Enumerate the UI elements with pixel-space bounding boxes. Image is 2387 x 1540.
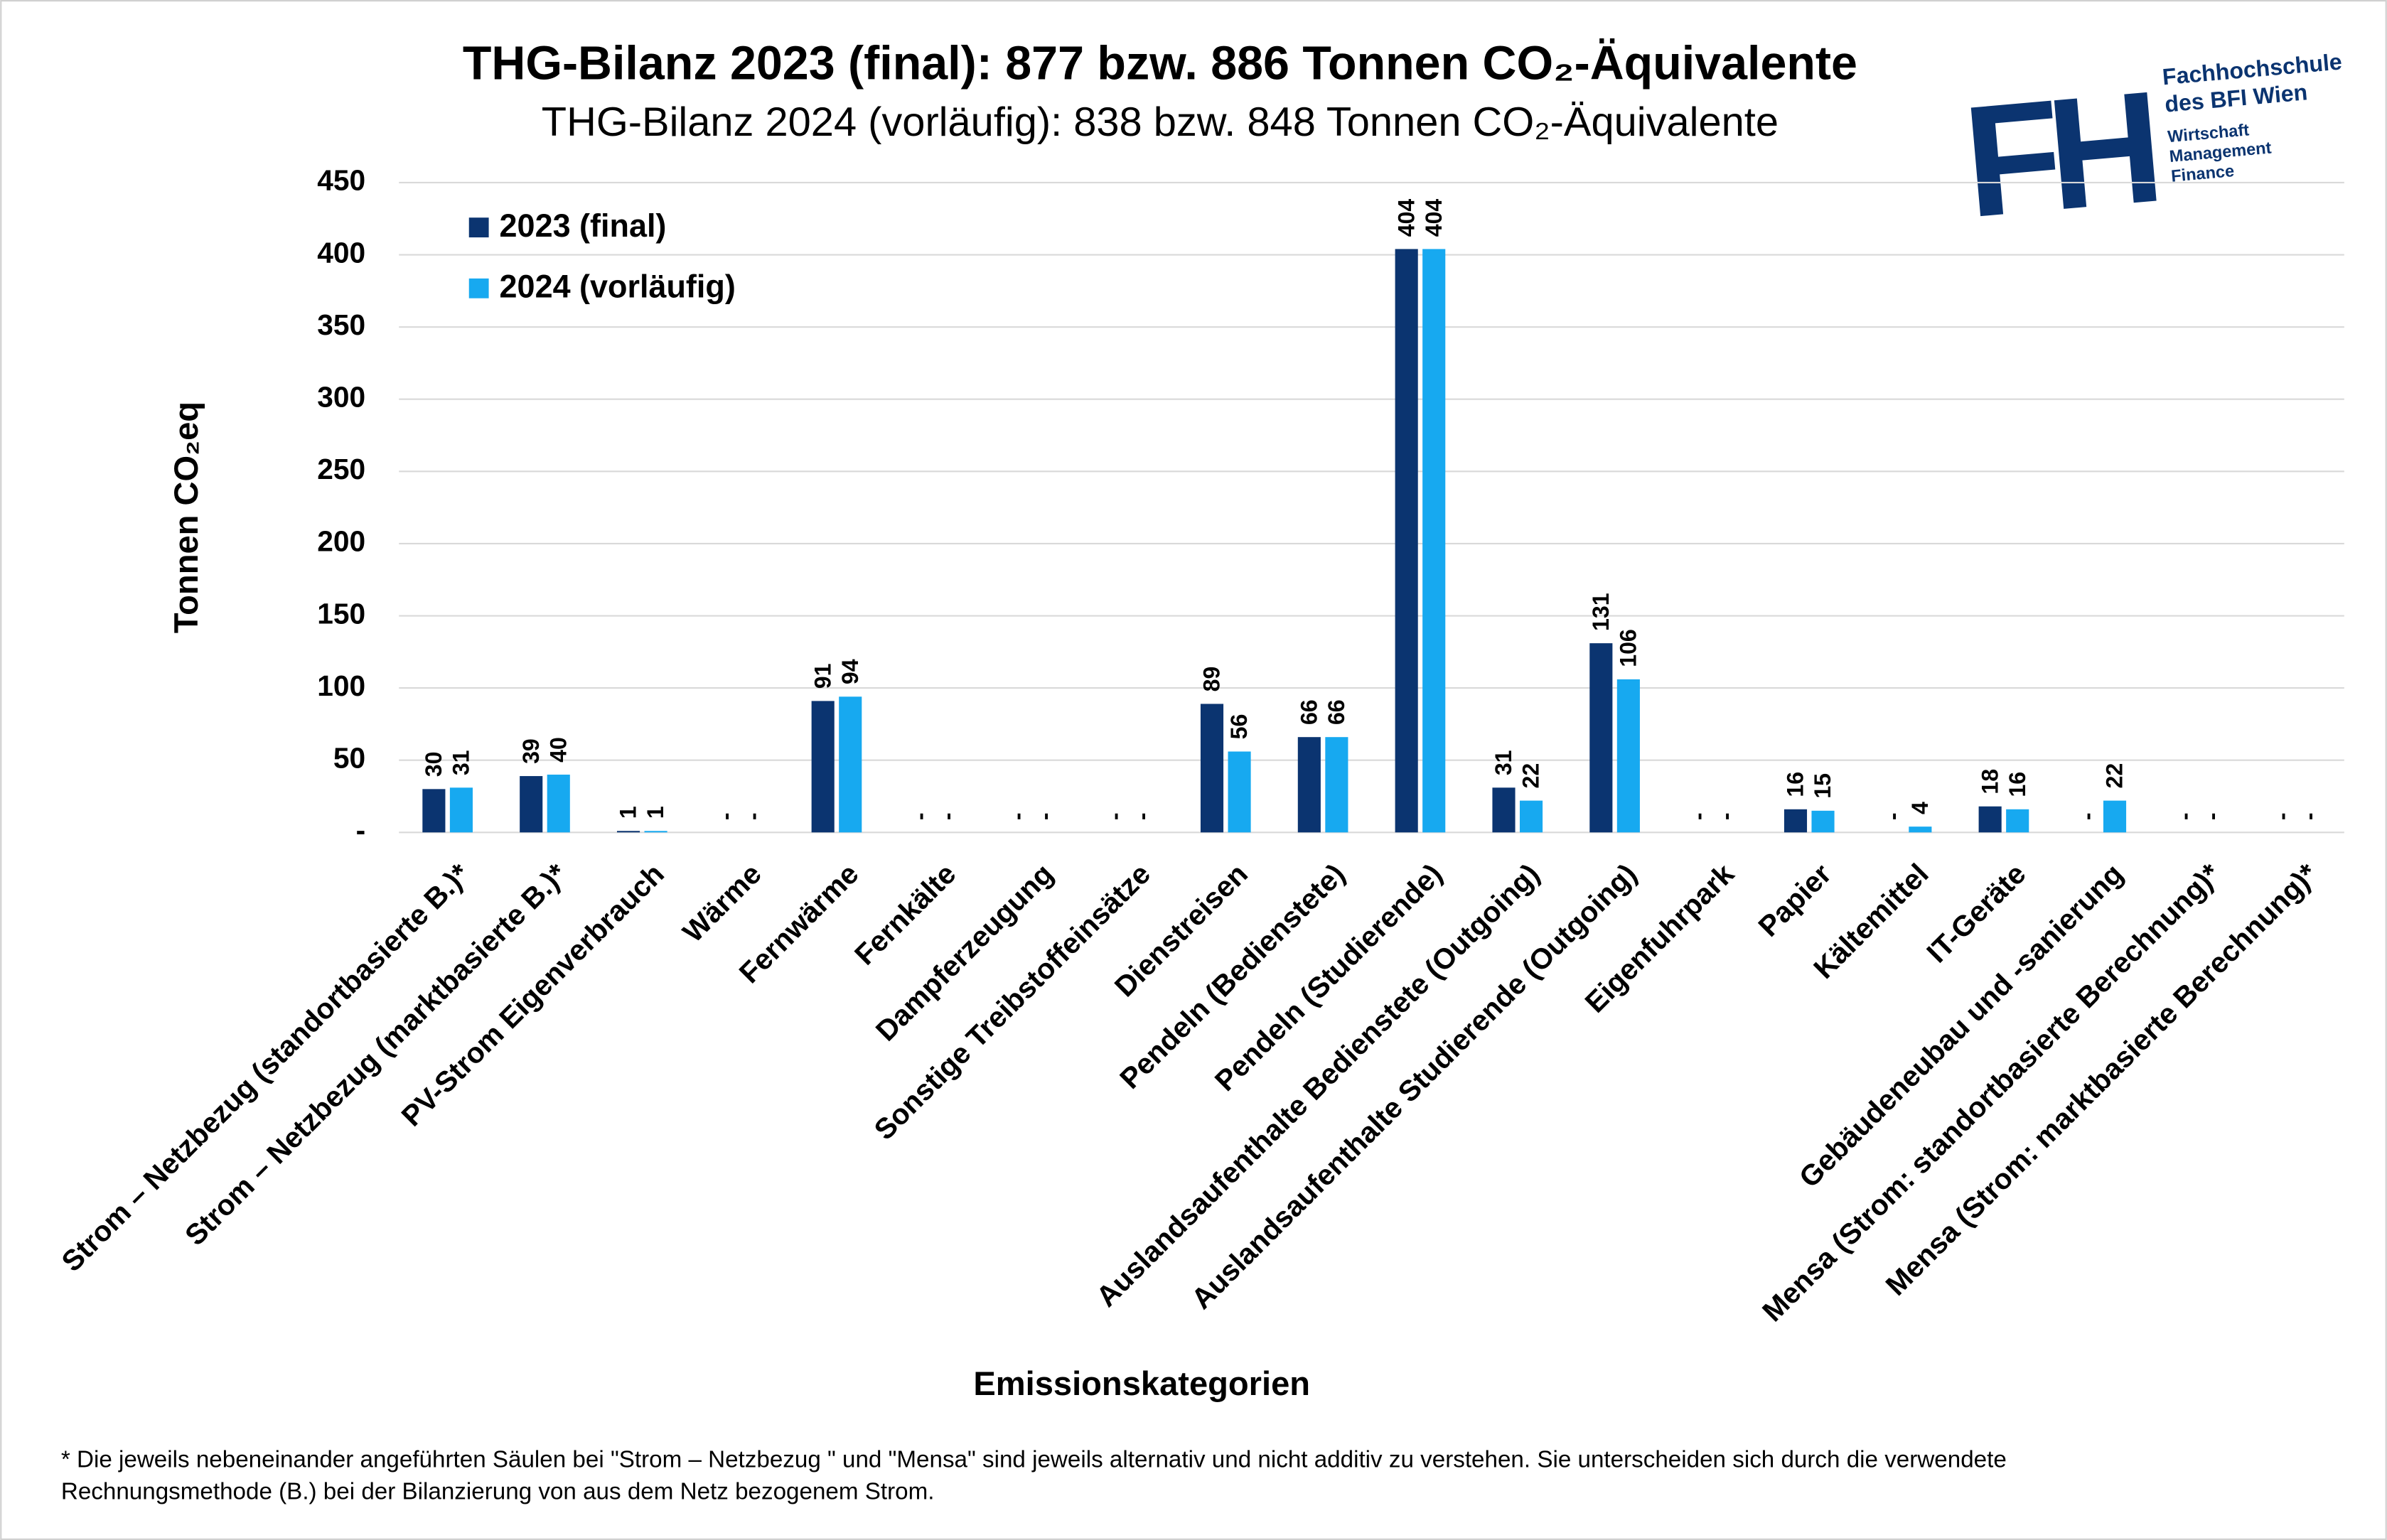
data-label: 16 (2005, 772, 2030, 797)
data-label: - (1004, 812, 1030, 820)
data-label: 404 (1393, 199, 1419, 237)
chart-title: THG-Bilanz 2023 (final): 877 bzw. 886 To… (463, 38, 1857, 90)
y-axis-label: Tonnen CO₂eq (167, 402, 205, 633)
bar (2103, 800, 2127, 833)
bar (2006, 809, 2029, 833)
y-tick-label: 300 (317, 380, 365, 413)
footnote: Rechnungsmethode (B.) bei der Bilanzieru… (61, 1478, 935, 1504)
data-label: - (2074, 812, 2100, 820)
y-tick-label: 50 (333, 741, 365, 774)
legend-label: 2023 (final) (500, 208, 667, 244)
data-label: 106 (1616, 629, 1641, 667)
y-tick-label: 350 (317, 308, 365, 341)
y-tick-label: 150 (317, 597, 365, 630)
footnote: * Die jeweils nebeneinander angeführten … (61, 1446, 2007, 1472)
data-label: - (2172, 812, 2197, 820)
legend-label: 2024 (vorläufig) (500, 269, 736, 305)
legend-swatch (468, 217, 489, 238)
bar (1519, 800, 1543, 833)
bar (1297, 737, 1321, 833)
data-label: - (740, 812, 766, 820)
data-label: - (2269, 812, 2295, 820)
bar (616, 831, 640, 833)
bar (1909, 826, 1932, 833)
data-label: 16 (1783, 772, 1808, 797)
y-tick-label: 450 (317, 164, 365, 197)
data-label: 66 (1296, 699, 1321, 725)
data-label: 56 (1226, 714, 1252, 740)
data-label: - (1712, 812, 1738, 820)
data-label: - (2296, 812, 2322, 820)
bar (1589, 643, 1613, 833)
y-tick-label: 400 (317, 236, 365, 269)
y-tick-label: 100 (317, 669, 365, 702)
data-label: 18 (1977, 769, 2002, 795)
bar (1978, 806, 2002, 833)
bar (422, 789, 446, 833)
bar (449, 787, 473, 833)
data-label: - (935, 812, 960, 820)
data-label: 89 (1199, 667, 1225, 692)
bar (1492, 787, 1516, 833)
chart-subtitle: THG-Bilanz 2024 (vorläufig): 838 bzw. 84… (542, 99, 1779, 145)
data-label: 131 (1588, 593, 1614, 631)
bar (547, 775, 570, 833)
data-label: - (907, 812, 933, 820)
data-label: 30 (421, 751, 446, 777)
data-label: 40 (545, 737, 571, 763)
bar (1228, 751, 1251, 833)
bar (1200, 704, 1224, 833)
data-label: - (1102, 812, 1127, 820)
x-axis-label: Emissionskategorien (973, 1364, 1310, 1402)
data-label: 22 (1518, 763, 1544, 789)
data-label: - (1032, 812, 1058, 820)
bar (520, 776, 543, 833)
bar (811, 701, 835, 833)
data-label: - (2199, 812, 2224, 820)
data-label: 91 (810, 664, 835, 689)
data-label: 22 (2102, 763, 2128, 789)
data-label: 39 (518, 738, 544, 764)
bar (1325, 737, 1348, 833)
bar (839, 696, 862, 833)
data-label: 66 (1324, 699, 1349, 725)
data-label: 31 (449, 750, 474, 775)
bar (1422, 249, 1446, 833)
y-tick-label: - (356, 814, 366, 846)
data-label: 1 (643, 806, 668, 819)
data-label: 94 (837, 659, 863, 684)
data-label: 404 (1421, 199, 1447, 237)
bar (1811, 810, 1835, 833)
legend-swatch (468, 278, 489, 298)
data-label: 4 (1907, 802, 1933, 814)
data-label: - (1879, 812, 1905, 820)
logo-mark: FH (1958, 58, 2170, 251)
bar (1783, 809, 1808, 833)
data-label: 31 (1491, 750, 1516, 775)
y-tick-label: 200 (317, 525, 365, 558)
bar (644, 831, 667, 833)
data-label: 15 (1810, 773, 1835, 799)
y-tick-label: 250 (317, 453, 365, 485)
bar (1616, 679, 1640, 833)
data-label: - (1685, 812, 1711, 820)
data-label: - (712, 812, 738, 820)
bar (1395, 249, 1418, 833)
data-label: 1 (616, 806, 641, 819)
data-label: - (1129, 812, 1154, 820)
